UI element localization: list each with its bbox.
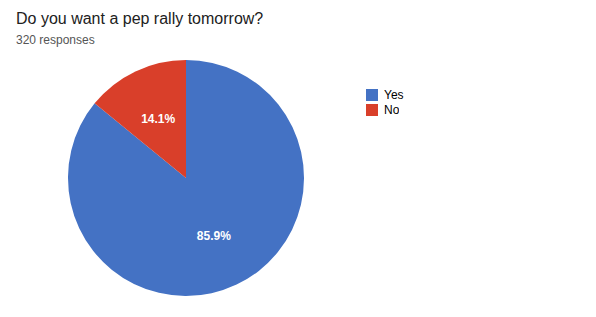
html-text:Yes: Yes: [384, 88, 404, 102]
svg-text:85.9%: 85.9%: [197, 229, 231, 243]
html-text:Do you want a pep rally tomorr: Do you want a pep rally tomorrow?: [16, 10, 264, 27]
html-text:No: No: [384, 103, 400, 117]
svg-text:14.1%: 14.1%: [141, 112, 175, 126]
html-text:320 responses: 320 responses: [16, 33, 95, 47]
